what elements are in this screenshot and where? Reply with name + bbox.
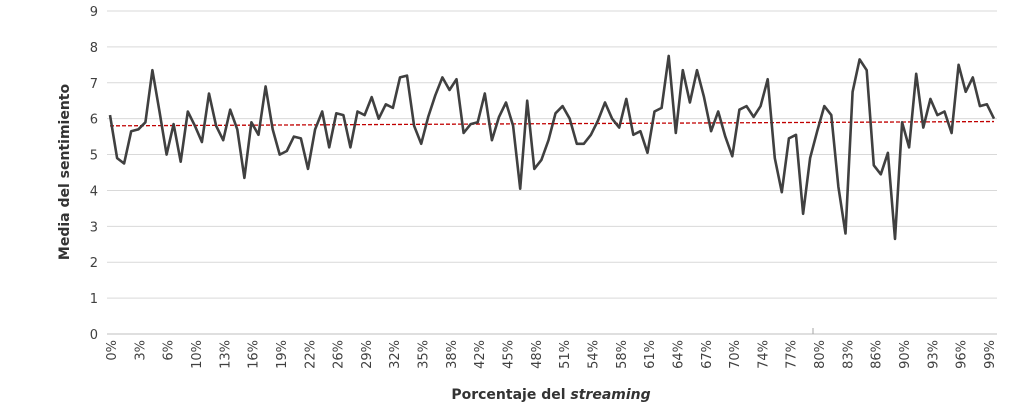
x-tick-label: 16% <box>247 340 262 369</box>
x-tick-label: 26% <box>332 340 347 369</box>
y-tick-label: 9 <box>90 5 98 20</box>
x-axis-title-emphasis: streaming <box>570 387 650 403</box>
y-tick-label: 1 <box>90 292 98 307</box>
x-tick-label: 51% <box>558 340 573 369</box>
x-tick-label: 64% <box>671 340 686 369</box>
x-tick-label: 42% <box>473 340 488 369</box>
trend-line <box>109 120 995 127</box>
x-tick-label: 22% <box>303 340 318 369</box>
x-tick-label: 99% <box>983 340 998 369</box>
x-tick-label: 61% <box>643 340 658 369</box>
x-tick-label: 32% <box>388 340 403 369</box>
gridlines <box>107 10 997 299</box>
x-tick-label: 3% <box>133 340 148 361</box>
x-tick-label: 35% <box>417 340 432 369</box>
x-tick-label: 86% <box>870 340 885 369</box>
series-line <box>108 54 996 241</box>
x-tick-label: 58% <box>615 340 630 369</box>
x-tick-label: 29% <box>360 340 375 369</box>
y-tick-label: 6 <box>90 113 98 128</box>
x-tick-label: 77% <box>785 340 800 369</box>
x-tick-label: 38% <box>445 340 460 369</box>
y-tick-label: 3 <box>90 220 98 235</box>
x-tick-label: 54% <box>586 340 601 369</box>
x-tick-label: 13% <box>218 340 233 369</box>
x-tick-label: 45% <box>502 340 517 369</box>
x-tick-label: 67% <box>700 340 715 369</box>
y-tick-label: 4 <box>90 184 98 199</box>
x-tick-label: 83% <box>841 340 856 369</box>
x-tick-labels: 0% 3% 6% 10% 13% 16% 19% 22% 26% 29% 32% 35% 38% 42% 4… <box>105 340 998 369</box>
y-tick-label: 0 <box>90 328 98 343</box>
x-tick-label: 10% <box>190 340 205 369</box>
y-axis-title: Media del sentimiento <box>57 84 73 261</box>
x-tick-label: 19% <box>275 340 290 369</box>
y-tick-label: 7 <box>90 77 98 92</box>
x-tick-label: 70% <box>728 340 743 369</box>
y-tick-labels: 0 1 2 3 4 5 6 7 8 9 <box>90 5 98 343</box>
x-tick-label: 74% <box>756 340 771 369</box>
x-tick-label: 90% <box>898 340 913 369</box>
y-tick-label: 5 <box>90 149 98 164</box>
y-tick-label: 2 <box>90 256 98 271</box>
x-tick-label: 6% <box>162 340 177 361</box>
y-tick-label: 8 <box>90 41 98 56</box>
x-tick-label: 0% <box>105 340 120 361</box>
x-tick-label: 48% <box>530 340 545 369</box>
x-axis-title: Porcentaje del streaming <box>451 387 650 403</box>
x-tick-label: 80% <box>813 340 828 369</box>
x-tick-label: 93% <box>926 340 941 369</box>
x-axis-title-prefix: Porcentaje del <box>451 387 570 403</box>
x-tick-label: 96% <box>955 340 970 369</box>
